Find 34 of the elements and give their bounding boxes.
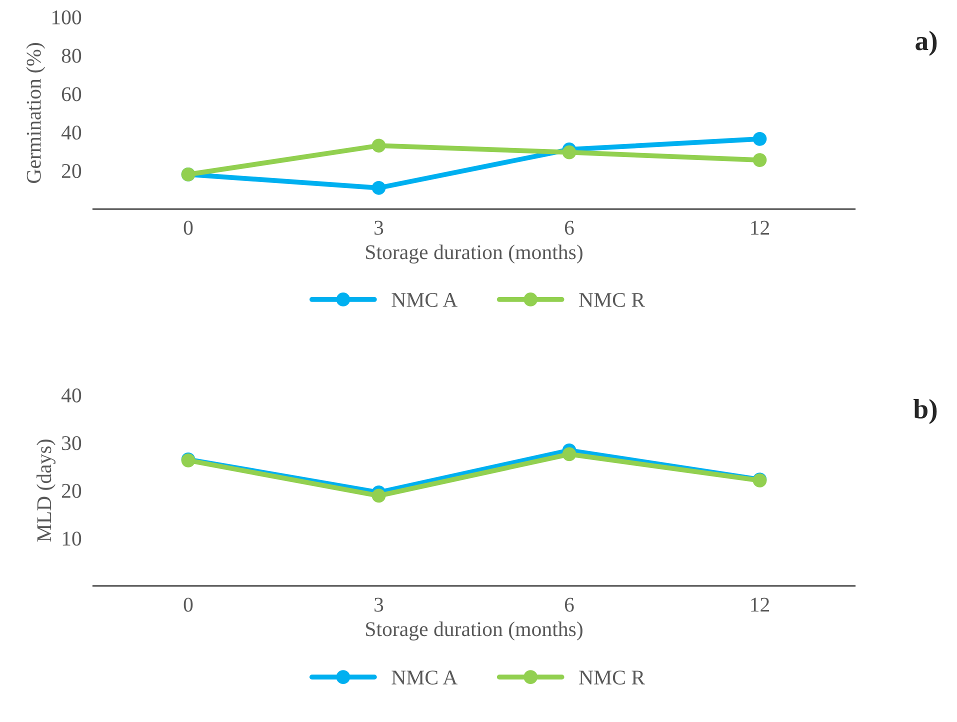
- legend-label: NMC R: [579, 670, 646, 685]
- x-tick-label: 0: [184, 598, 193, 612]
- x-tick-label: 3: [374, 598, 384, 612]
- y-tick-label: 100: [52, 10, 82, 24]
- point: [562, 145, 576, 160]
- legend-label: NMC A: [392, 670, 458, 685]
- x-tick-label: 0: [184, 220, 193, 235]
- legend-label: NMC R: [579, 292, 646, 307]
- y-tick-label: 10: [62, 532, 82, 546]
- y-tick-label: 60: [62, 87, 82, 102]
- x-tick-label: 12: [751, 598, 770, 612]
- y-axis-title: MLD (days): [36, 440, 56, 542]
- x-tick-label: 3: [374, 220, 384, 235]
- y-tick-label: 20: [62, 164, 82, 178]
- text: a): [916, 30, 937, 56]
- x-tick-label: 12: [751, 220, 770, 235]
- y-axis-title: Germination (%): [26, 43, 46, 184]
- point: [372, 180, 386, 195]
- y-tick-label: 40: [61, 388, 82, 402]
- text: b): [914, 398, 937, 424]
- point: [562, 447, 576, 462]
- x-axis-title: Storage duration (months): [366, 244, 582, 264]
- legend-label: NMC A: [392, 292, 458, 307]
- x-tick-label: 6: [564, 598, 574, 612]
- y-tick-label: 40: [61, 126, 82, 140]
- point: [372, 488, 386, 503]
- x-tick-label: 6: [564, 220, 574, 235]
- y-tick-label: 80: [62, 48, 82, 63]
- x-axis-title: Storage duration (months): [366, 622, 582, 640]
- point: [752, 153, 767, 167]
- point: [372, 138, 386, 153]
- y-tick-label: 30: [62, 436, 82, 450]
- point: [752, 132, 767, 146]
- y-tick-label: 20: [62, 484, 82, 498]
